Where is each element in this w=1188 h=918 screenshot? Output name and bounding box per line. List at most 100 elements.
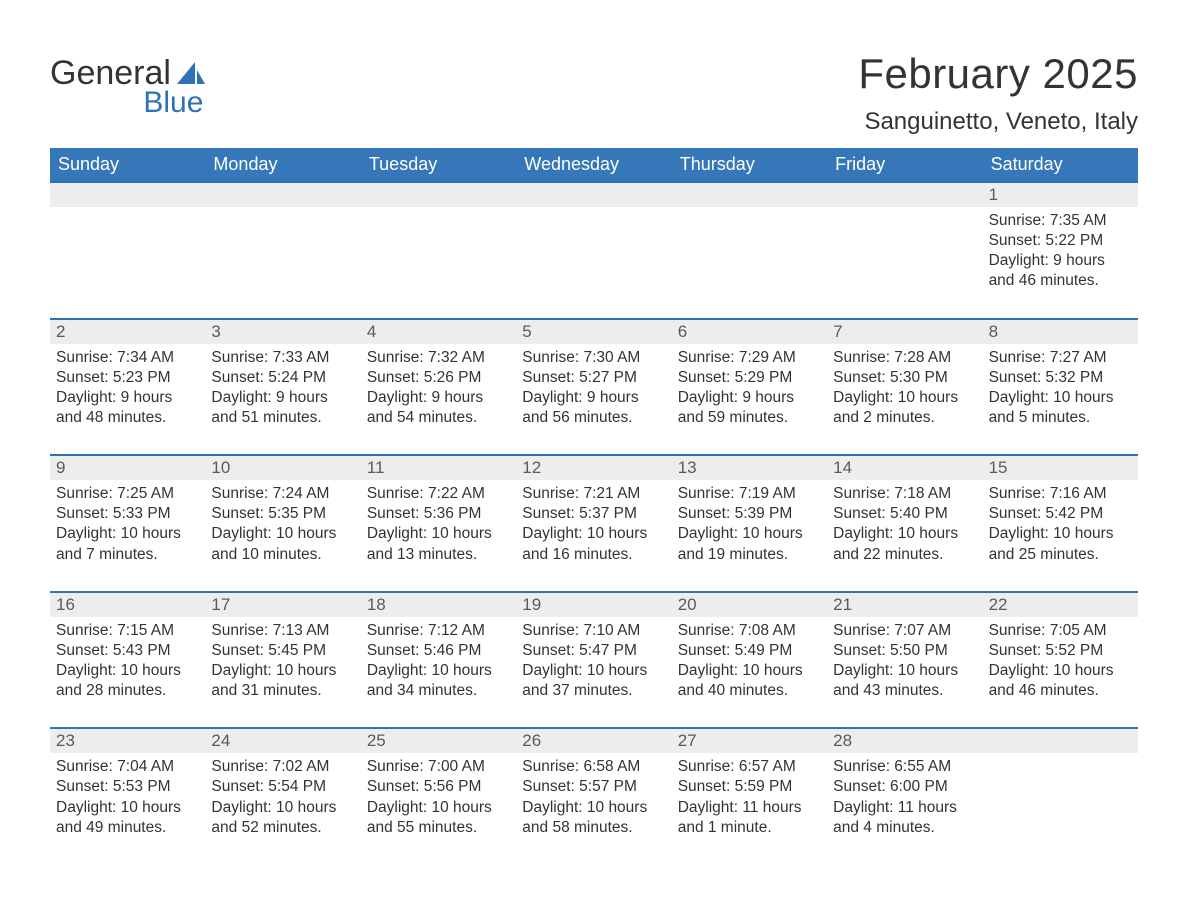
day-number: 5: [516, 320, 671, 344]
sunset-text: Sunset: 5:39 PM: [678, 504, 821, 524]
daybody-row: Sunrise: 7:34 AMSunset: 5:23 PMDaylight:…: [50, 344, 1138, 455]
sunset-text: Sunset: 5:47 PM: [522, 641, 665, 661]
day-cell: Sunrise: 7:18 AMSunset: 5:40 PMDaylight:…: [827, 480, 982, 591]
sunset-text: Sunset: 6:00 PM: [833, 777, 976, 797]
sunset-text: Sunset: 5:33 PM: [56, 504, 199, 524]
daylight-text: Daylight: 9 hours and 56 minutes.: [522, 388, 665, 428]
day-cell: Sunrise: 7:21 AMSunset: 5:37 PMDaylight:…: [516, 480, 671, 591]
weekday-friday: Friday: [827, 148, 982, 181]
day-number: 13: [672, 456, 827, 480]
daynum-strip: 1: [50, 183, 1138, 207]
sunrise-text: Sunrise: 7:35 AM: [989, 211, 1132, 231]
calendar: SundayMondayTuesdayWednesdayThursdayFrid…: [50, 148, 1138, 864]
daynum-strip: 9101112131415: [50, 456, 1138, 480]
day-cell: [205, 207, 360, 318]
day-cell: Sunrise: 7:02 AMSunset: 5:54 PMDaylight:…: [205, 753, 360, 864]
daylight-text: Daylight: 11 hours and 4 minutes.: [833, 798, 976, 838]
day-number: 12: [516, 456, 671, 480]
sunset-text: Sunset: 5:59 PM: [678, 777, 821, 797]
sunrise-text: Sunrise: 6:55 AM: [833, 757, 976, 777]
sunrise-text: Sunrise: 7:21 AM: [522, 484, 665, 504]
sunrise-text: Sunrise: 7:27 AM: [989, 348, 1132, 368]
title-block: February 2025 Sanguinetto, Veneto, Italy: [858, 50, 1138, 136]
sunset-text: Sunset: 5:23 PM: [56, 368, 199, 388]
day-number: 10: [205, 456, 360, 480]
day-number: 14: [827, 456, 982, 480]
location-label: Sanguinetto, Veneto, Italy: [858, 108, 1138, 136]
day-cell: [827, 207, 982, 318]
day-cell: Sunrise: 7:05 AMSunset: 5:52 PMDaylight:…: [983, 617, 1138, 728]
daylight-text: Daylight: 10 hours and 22 minutes.: [833, 524, 976, 564]
day-cell: Sunrise: 7:08 AMSunset: 5:49 PMDaylight:…: [672, 617, 827, 728]
sunset-text: Sunset: 5:24 PM: [211, 368, 354, 388]
day-cell: Sunrise: 7:04 AMSunset: 5:53 PMDaylight:…: [50, 753, 205, 864]
day-cell: Sunrise: 7:12 AMSunset: 5:46 PMDaylight:…: [361, 617, 516, 728]
day-cell: Sunrise: 7:19 AMSunset: 5:39 PMDaylight:…: [672, 480, 827, 591]
weekday-sunday: Sunday: [50, 148, 205, 181]
sunset-text: Sunset: 5:50 PM: [833, 641, 976, 661]
day-cell: [983, 753, 1138, 864]
sunrise-text: Sunrise: 7:00 AM: [367, 757, 510, 777]
day-number: 7: [827, 320, 982, 344]
daylight-text: Daylight: 10 hours and 52 minutes.: [211, 798, 354, 838]
daylight-text: Daylight: 10 hours and 5 minutes.: [989, 388, 1132, 428]
day-number: 24: [205, 729, 360, 753]
sunset-text: Sunset: 5:54 PM: [211, 777, 354, 797]
sunrise-text: Sunrise: 7:16 AM: [989, 484, 1132, 504]
daylight-text: Daylight: 10 hours and 19 minutes.: [678, 524, 821, 564]
daylight-text: Daylight: 9 hours and 48 minutes.: [56, 388, 199, 428]
daylight-text: Daylight: 9 hours and 51 minutes.: [211, 388, 354, 428]
week-row: 232425262728Sunrise: 7:04 AMSunset: 5:53…: [50, 727, 1138, 864]
page-title: February 2025: [858, 50, 1138, 98]
day-number: 21: [827, 593, 982, 617]
sunset-text: Sunset: 5:52 PM: [989, 641, 1132, 661]
day-cell: Sunrise: 7:13 AMSunset: 5:45 PMDaylight:…: [205, 617, 360, 728]
day-cell: Sunrise: 7:10 AMSunset: 5:47 PMDaylight:…: [516, 617, 671, 728]
sunset-text: Sunset: 5:22 PM: [989, 231, 1132, 251]
daylight-text: Daylight: 9 hours and 46 minutes.: [989, 251, 1132, 291]
day-cell: Sunrise: 7:32 AMSunset: 5:26 PMDaylight:…: [361, 344, 516, 455]
weekday-header-row: SundayMondayTuesdayWednesdayThursdayFrid…: [50, 148, 1138, 181]
day-number: 1: [983, 183, 1138, 207]
week-row: 1 Sunrise: 7:35 AMSunset: 5:22 PMDaylight…: [50, 181, 1138, 318]
header: General Blue February 2025 Sanguinetto, …: [50, 50, 1138, 136]
day-cell: Sunrise: 7:27 AMSunset: 5:32 PMDaylight:…: [983, 344, 1138, 455]
sunrise-text: Sunrise: 7:15 AM: [56, 621, 199, 641]
sunrise-text: Sunrise: 7:02 AM: [211, 757, 354, 777]
daylight-text: Daylight: 11 hours and 1 minute.: [678, 798, 821, 838]
day-cell: [361, 207, 516, 318]
sunset-text: Sunset: 5:43 PM: [56, 641, 199, 661]
daynum-strip: 2345678: [50, 320, 1138, 344]
day-number: [672, 183, 827, 207]
day-cell: Sunrise: 7:16 AMSunset: 5:42 PMDaylight:…: [983, 480, 1138, 591]
day-cell: Sunrise: 7:28 AMSunset: 5:30 PMDaylight:…: [827, 344, 982, 455]
sunset-text: Sunset: 5:29 PM: [678, 368, 821, 388]
daylight-text: Daylight: 10 hours and 58 minutes.: [522, 798, 665, 838]
day-cell: Sunrise: 7:30 AMSunset: 5:27 PMDaylight:…: [516, 344, 671, 455]
day-cell: Sunrise: 6:57 AMSunset: 5:59 PMDaylight:…: [672, 753, 827, 864]
sunset-text: Sunset: 5:56 PM: [367, 777, 510, 797]
day-number: 3: [205, 320, 360, 344]
week-row: 16171819202122Sunrise: 7:15 AMSunset: 5:…: [50, 591, 1138, 728]
day-number: [827, 183, 982, 207]
sunrise-text: Sunrise: 7:34 AM: [56, 348, 199, 368]
daylight-text: Daylight: 10 hours and 55 minutes.: [367, 798, 510, 838]
daylight-text: Daylight: 10 hours and 31 minutes.: [211, 661, 354, 701]
day-number: [205, 183, 360, 207]
day-cell: [672, 207, 827, 318]
day-number: 25: [361, 729, 516, 753]
day-number: 17: [205, 593, 360, 617]
day-cell: Sunrise: 7:25 AMSunset: 5:33 PMDaylight:…: [50, 480, 205, 591]
sunset-text: Sunset: 5:35 PM: [211, 504, 354, 524]
day-number: 16: [50, 593, 205, 617]
day-number: [50, 183, 205, 207]
week-row: 9101112131415Sunrise: 7:25 AMSunset: 5:3…: [50, 454, 1138, 591]
sunrise-text: Sunrise: 7:18 AM: [833, 484, 976, 504]
sunrise-text: Sunrise: 6:57 AM: [678, 757, 821, 777]
day-cell: [50, 207, 205, 318]
daylight-text: Daylight: 10 hours and 34 minutes.: [367, 661, 510, 701]
daylight-text: Daylight: 10 hours and 37 minutes.: [522, 661, 665, 701]
sunset-text: Sunset: 5:45 PM: [211, 641, 354, 661]
day-cell: Sunrise: 7:29 AMSunset: 5:29 PMDaylight:…: [672, 344, 827, 455]
day-number: 4: [361, 320, 516, 344]
